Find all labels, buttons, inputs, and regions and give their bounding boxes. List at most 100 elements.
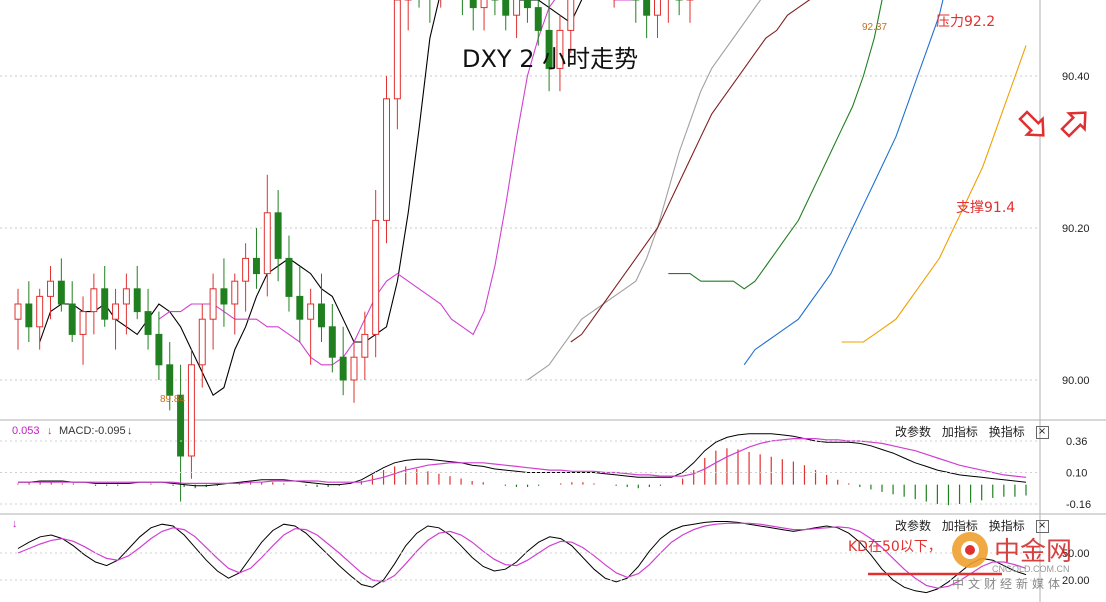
candle [155, 311, 163, 380]
candle [545, 0, 553, 92]
add-indicator-button[interactable]: 加指标 [941, 425, 978, 439]
ma-line-ma10 [158, 0, 637, 366]
kd-tick-label: 20.00 [1062, 575, 1090, 587]
candle [461, 0, 463, 16]
candle [307, 288, 315, 365]
candle [231, 273, 239, 335]
candle [523, 0, 531, 23]
candle [613, 0, 615, 8]
macd-value: MACD:-0.095 [59, 425, 126, 437]
candle [318, 273, 325, 342]
macd-toolbar: 改参数 加指标 换指标 × [888, 423, 1049, 440]
candle [534, 0, 542, 46]
candle [25, 281, 33, 342]
moving-average-lines [39, 0, 1027, 397]
candle [393, 0, 401, 130]
candle [36, 288, 44, 350]
change-params-button[interactable]: 改参数 [895, 425, 932, 439]
candle [112, 288, 120, 350]
candle [166, 342, 174, 411]
candle [339, 326, 347, 396]
add-indicator-button-kd[interactable]: 加指标 [941, 519, 978, 533]
down-arrow-icon-small-2: ↓ [127, 425, 133, 437]
kd-toolbar: 改参数 加指标 换指标 × [888, 517, 1049, 534]
candle [263, 174, 271, 297]
ma-line-ma60 [668, 0, 883, 290]
swap-indicator-button-kd[interactable]: 换指标 [988, 519, 1025, 533]
candle [675, 0, 683, 16]
candle [122, 273, 130, 335]
cngold-logo-icon: 中金网 CNGOLD.COM.CN 中文财经新媒体 [952, 532, 1072, 591]
cngold-watermark: 中金网 CNGOLD.COM.CN 中文财经新媒体 [948, 528, 1098, 594]
macd-tick-label: -0.16 [1066, 499, 1091, 511]
candle [68, 281, 76, 342]
candle [285, 235, 293, 312]
candle [429, 0, 431, 23]
candle [47, 266, 54, 320]
candle [350, 342, 358, 403]
candle [491, 0, 499, 16]
candle [686, 0, 694, 23]
candle [632, 0, 640, 23]
candle [567, 0, 575, 54]
close-icon[interactable]: × [1035, 426, 1049, 439]
resistance-label: 压力92.2 [936, 14, 995, 30]
macd-axis: 0.36 0.10 -0.16 [0, 436, 1091, 511]
candle [296, 266, 304, 342]
candle [79, 296, 87, 365]
candle [252, 228, 260, 289]
down-arrow-icon-small: ↓ [47, 425, 53, 437]
candle [57, 258, 65, 312]
kd-note: KD在50以下， [848, 539, 942, 555]
candle [209, 273, 217, 350]
ma-line-ma30 [570, 0, 811, 343]
candle [502, 0, 510, 31]
candle [242, 243, 250, 312]
kd-indicator-arrow: ↓ [12, 518, 18, 530]
macd-indicator [17, 433, 1027, 506]
ma-line-ma250 [841, 45, 1027, 343]
macd-dea-line [18, 438, 1027, 484]
low-price-label: 89.84 [160, 394, 185, 405]
candle [556, 15, 564, 92]
candle [328, 304, 336, 373]
candle [383, 76, 390, 244]
candle [372, 190, 380, 358]
candle [220, 258, 228, 327]
swap-indicator-button[interactable]: 换指标 [988, 425, 1025, 439]
close-icon-kd[interactable]: × [1035, 520, 1049, 533]
watermark-brand: 中金网 [994, 537, 1072, 567]
macd-tick-label: 0.36 [1066, 436, 1087, 448]
price-axis: 90.0090.2090.4090.6090.8091.0091.2091.40… [1062, 71, 1090, 387]
candle [177, 364, 185, 502]
support-label: 支撑91.4 [956, 200, 1015, 216]
change-params-button-kd[interactable]: 改参数 [895, 519, 932, 533]
candle [198, 304, 206, 388]
kd-k-line [17, 521, 1027, 594]
kd-axis: 50.00 20.00 [0, 548, 1090, 587]
candle [90, 273, 98, 335]
ma-line-ma20 [527, 0, 762, 381]
up-arrow-icon [1060, 111, 1087, 138]
ma-line-ma120 [743, 0, 944, 366]
macd-tick-label: 0.10 [1066, 468, 1087, 480]
ma-line-ma5 [39, 0, 583, 397]
chart-title: DXY 2 小时走势 [462, 45, 638, 73]
candle [101, 266, 109, 327]
candle [404, 0, 412, 31]
candle [274, 190, 282, 282]
candle [144, 288, 152, 350]
price-tick-label: 90.00 [1062, 375, 1090, 387]
high-price-label: 92.37 [862, 22, 887, 33]
watermark-url: CNGOLD.COM.CN [992, 564, 1070, 574]
candle [133, 266, 141, 320]
kd-indicator [17, 521, 1027, 594]
watermark-tagline: 中文财经新媒体 [952, 576, 1064, 591]
macd-dif-line [18, 433, 1027, 487]
candle [480, 0, 488, 31]
kd-tick-label: 50.00 [1062, 548, 1090, 560]
candle [643, 0, 651, 38]
macd-dif-value: 0.053 [12, 425, 40, 437]
